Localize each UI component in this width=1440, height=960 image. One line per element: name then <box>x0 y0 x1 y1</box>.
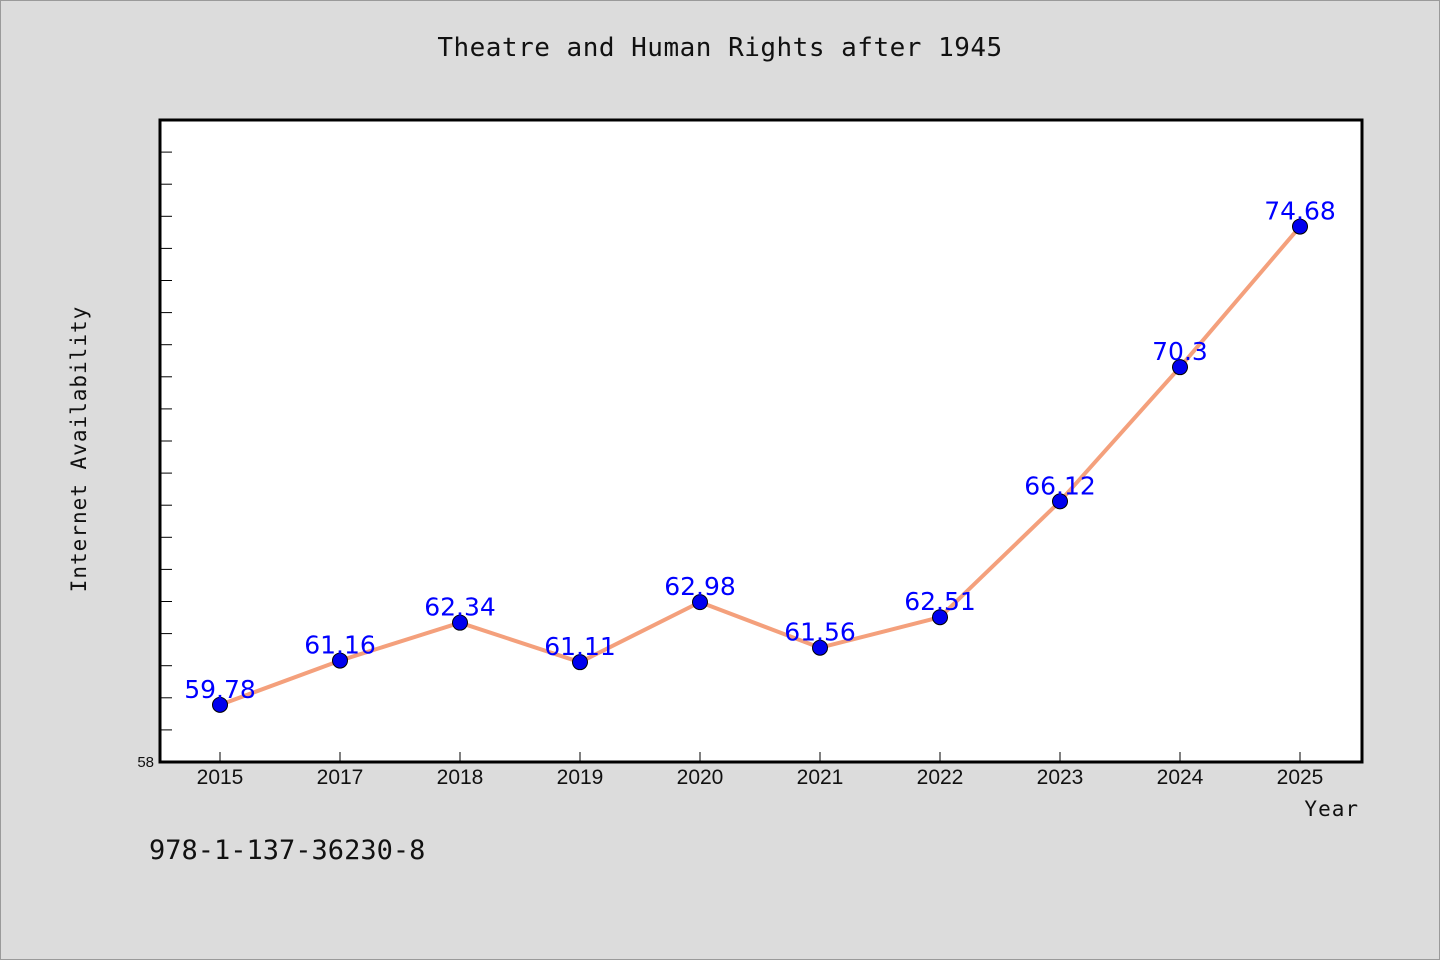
isbn-footer: 978-1-137-36230-8 <box>149 835 426 866</box>
y-axis-ticks: 58 <box>137 119 172 771</box>
data-point <box>1052 493 1068 510</box>
x-tick-label: 2015 <box>197 766 244 789</box>
data-point <box>332 652 348 669</box>
x-tick-label: 2017 <box>317 766 364 789</box>
x-tick-label: 2018 <box>437 766 484 789</box>
data-point <box>692 594 708 611</box>
data-label: 74.68 <box>1264 197 1336 226</box>
x-tick-label: 2019 <box>557 766 604 789</box>
x-tick-label: 2020 <box>677 766 724 789</box>
data-point <box>812 639 828 656</box>
chart-title: Theatre and Human Rights after 1945 <box>437 33 1003 63</box>
x-tick-label: 2025 <box>1277 766 1324 789</box>
data-point <box>932 609 948 626</box>
x-axis-ticks: 2015 2017 2018 2019 2020 2021 2022 2023 2024 2025 <box>197 752 1324 789</box>
series-layer <box>212 218 1308 713</box>
data-point <box>572 654 588 671</box>
data-point <box>1292 218 1308 235</box>
data-point <box>452 614 468 631</box>
x-tick-label: 2022 <box>917 766 964 789</box>
data-label: 59.78 <box>184 675 256 704</box>
data-label: 62.98 <box>664 572 736 601</box>
data-label: 62.34 <box>424 593 496 622</box>
y-tick-label: 58 <box>137 754 154 771</box>
data-label: 61.56 <box>784 618 856 647</box>
data-point <box>1172 359 1188 376</box>
data-point <box>212 696 228 713</box>
x-axis-label: Year <box>1304 797 1359 821</box>
data-label: 66.12 <box>1024 471 1096 500</box>
data-labels-layer: 59.78 61.16 62.34 61.11 62.98 61.56 62.51 66.12… <box>184 197 1336 704</box>
data-label: 61.11 <box>544 632 616 661</box>
data-label: 61.16 <box>304 631 376 660</box>
x-tick-label: 2021 <box>797 766 844 789</box>
data-label: 70.3 <box>1152 337 1208 366</box>
data-label: 62.51 <box>904 587 976 616</box>
series-line <box>218 224 1302 707</box>
x-tick-label: 2023 <box>1037 766 1084 789</box>
x-tick-label: 2024 <box>1157 766 1204 789</box>
